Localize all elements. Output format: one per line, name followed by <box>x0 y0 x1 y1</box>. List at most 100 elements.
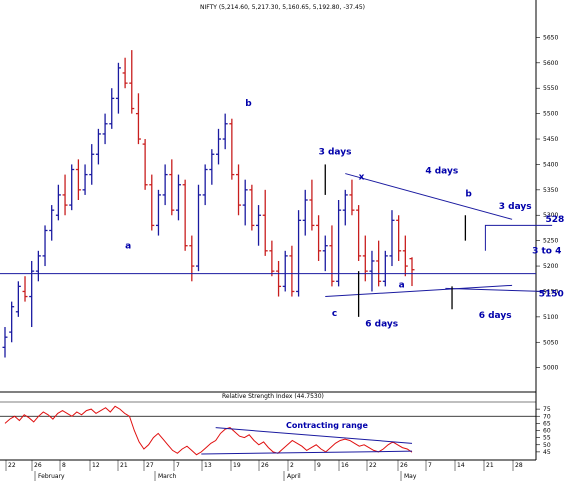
x-tick-label: 28 <box>515 462 523 469</box>
ohlc-bar <box>276 260 282 297</box>
ohlc-bar <box>149 174 155 231</box>
price-y-tick-label: 5250 <box>543 238 558 245</box>
price-y-tick-label: 5050 <box>543 339 558 346</box>
ohlc-bar <box>195 184 201 272</box>
upper-trend-line <box>345 173 513 220</box>
ohlc-bar <box>316 215 322 261</box>
month-label: May <box>404 473 417 480</box>
ohlc-bar <box>142 139 148 190</box>
ohlc-bar <box>302 189 308 236</box>
ohlc-bar <box>169 159 175 216</box>
month-label: March <box>158 473 176 480</box>
x-tick-label: 2 <box>290 462 294 469</box>
ohlc-bar <box>256 205 262 246</box>
rsi-panel: Relative Strength Index (44.7530) 455055… <box>0 392 551 460</box>
price-bars <box>2 50 415 358</box>
price-y-tick-label: 5350 <box>543 187 558 194</box>
ohlc-bar <box>75 159 81 200</box>
rsi-lower-trend-line <box>201 450 413 455</box>
x-axis: 22 26 8 12 21 27 7 13 19 26 2 9 16 22 26 7 14 21 28 Februar… <box>5 460 523 481</box>
ohlc-bar <box>242 179 248 226</box>
price-annotation: 5280 <box>545 215 564 225</box>
ohlc-bar <box>289 245 295 297</box>
month-label: February <box>38 473 65 480</box>
ohlc-bar <box>69 164 75 211</box>
price-annotation: c <box>332 309 337 319</box>
price-panel: NIFTY (5,214.60, 5,217.30, 5,160.65, 5,1… <box>0 0 564 392</box>
rsi-chart-title: Relative Strength Index (44.7530) <box>222 393 324 400</box>
ohlc-bar <box>49 205 55 241</box>
price-y-tick-label: 5400 <box>543 161 558 168</box>
x-tick-label: 14 <box>457 462 465 469</box>
x-tick-label: 21 <box>120 462 128 469</box>
x-tick-label: 27 <box>146 462 154 469</box>
price-y-tick-label: 5150 <box>543 288 558 295</box>
ohlc-bar <box>162 164 168 206</box>
rsi-y-tick-label: 55 <box>543 435 551 442</box>
ohlc-bar <box>249 184 255 231</box>
rsi-y-tick-label: 75 <box>543 406 551 413</box>
price-y-tick-label: 5100 <box>543 314 558 321</box>
ohlc-bar <box>382 250 388 287</box>
lower-trend-line <box>325 284 513 298</box>
ohlc-bar <box>122 57 128 89</box>
x-tick-label: 13 <box>204 462 212 469</box>
ohlc-bar <box>282 250 288 292</box>
ohlc-bar <box>62 174 68 216</box>
price-annotation: b <box>465 189 472 199</box>
ohlc-bar <box>35 250 41 282</box>
rsi-y-tick-label: 65 <box>543 420 551 427</box>
ohlc-bar <box>9 301 15 343</box>
price-annotation: 3 days <box>499 202 532 212</box>
price-y-tick-label: 5600 <box>543 60 558 67</box>
ohlc-bar <box>376 240 382 287</box>
price-annotation: a <box>399 280 405 290</box>
ohlc-bar <box>109 88 115 129</box>
month-label: April <box>287 473 301 480</box>
price-annotations: a b 3 days x 4 days b 3 days 5280 3 to 4 days?? a… <box>125 99 564 330</box>
x-tick-label: 22 <box>369 462 377 469</box>
ohlc-bar <box>135 93 141 145</box>
price-y-tick-label: 5000 <box>543 365 558 372</box>
price-annotation: 3 to 4 days?? <box>532 246 564 256</box>
ohlc-bar <box>175 174 181 221</box>
rsi-y-tick-label: 60 <box>543 428 551 435</box>
ohlc-bar <box>129 50 135 114</box>
x-tick-label: 12 <box>92 462 100 469</box>
ohlc-bar <box>402 235 408 277</box>
ohlc-bar <box>222 113 228 150</box>
x-tick-label: 16 <box>341 462 349 469</box>
rsi-y-tick-label: 50 <box>543 442 551 449</box>
ohlc-bar <box>202 164 208 206</box>
ohlc-bar <box>95 128 101 165</box>
ohlc-bar <box>369 250 375 292</box>
ohlc-bar <box>236 164 242 216</box>
ohlc-bar <box>396 215 402 261</box>
x-tick-label: 19 <box>233 462 241 469</box>
price-annotation: 4 days <box>425 167 458 177</box>
ohlc-bar <box>309 179 315 231</box>
ohlc-bar <box>182 179 188 251</box>
ohlc-bar <box>29 260 35 328</box>
price-y-tick-label: 5450 <box>543 136 558 143</box>
ohlc-bar <box>296 210 302 297</box>
price-annotation: b <box>245 99 252 109</box>
ohlc-bar <box>342 189 348 226</box>
rsi-series-line <box>4 405 413 456</box>
ohlc-bar <box>209 149 215 185</box>
price-y-tick-label: 5200 <box>543 263 558 270</box>
ohlc-bar <box>155 189 161 236</box>
x-tick-label: 9 <box>317 462 321 469</box>
rsi-line <box>4 405 413 456</box>
price-y-tick-label: 5650 <box>543 34 558 41</box>
contracting-range-label: Contracting range <box>286 421 369 430</box>
price-annotation: 5150 <box>539 290 564 300</box>
level-5280-line <box>484 224 553 251</box>
price-annotation: 6 days <box>479 311 512 321</box>
price-y-axis: 5000 5050 5100 5150 5200 5250 5300 5350 5400 5450… <box>536 34 558 372</box>
price-annotation: a <box>125 241 131 251</box>
rsi-overlays <box>201 427 413 455</box>
ohlc-bar <box>229 118 235 180</box>
